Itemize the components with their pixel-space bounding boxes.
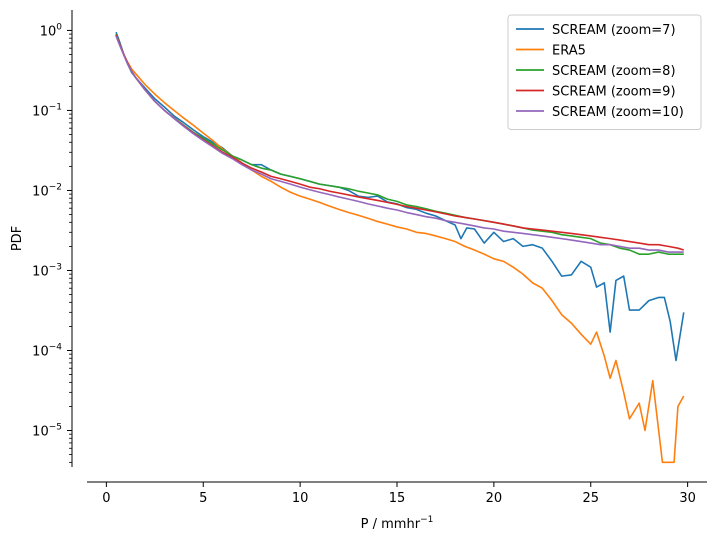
y-tick-label: 10−1 bbox=[32, 102, 62, 119]
x-tick-label: 10 bbox=[292, 491, 309, 506]
legend: SCREAM (zoom=7) ERA5 SCREAM (zoom=8) SCREAM… bbox=[507, 14, 702, 130]
series-line-1 bbox=[115, 31, 685, 362]
y-tick-label: 10−4 bbox=[32, 342, 62, 359]
legend-label: SCREAM (zoom=7) bbox=[552, 23, 676, 38]
legend-frame bbox=[507, 14, 702, 130]
legend-label: SCREAM (zoom=10) bbox=[552, 105, 684, 120]
x-tick-label: 30 bbox=[679, 491, 696, 506]
x-axis-title: P / mmhr−1 bbox=[361, 515, 434, 532]
x-tick-label: 15 bbox=[389, 491, 406, 506]
x-axis-title-sup: −1 bbox=[420, 515, 433, 525]
y-tick-label: 10−3 bbox=[32, 262, 62, 279]
series-layer bbox=[115, 31, 685, 464]
x-tick-label: 25 bbox=[582, 491, 599, 506]
x-tick-label: 5 bbox=[199, 491, 207, 506]
x-axis-ticks: 0 5 10 15 20 25 30 bbox=[102, 482, 696, 506]
legend-label: SCREAM (zoom=8) bbox=[552, 64, 676, 79]
y-axis-ticks: 100 10−1 10−2 10−3 10−4 10−5 bbox=[32, 22, 72, 463]
y-tick-label: 10−2 bbox=[32, 182, 62, 199]
x-tick-label: 20 bbox=[486, 491, 503, 506]
series-line-2 bbox=[115, 34, 685, 464]
y-tick-label: 100 bbox=[40, 22, 63, 39]
y-axis-title: PDF bbox=[10, 226, 25, 251]
legend-label: ERA5 bbox=[552, 44, 586, 59]
series-line-5 bbox=[115, 35, 684, 253]
x-tick-label: 0 bbox=[102, 491, 110, 506]
y-tick-label: 10−5 bbox=[32, 423, 62, 440]
legend-label: SCREAM (zoom=9) bbox=[552, 85, 676, 100]
x-axis-title-main: P / mmhr bbox=[361, 517, 421, 532]
